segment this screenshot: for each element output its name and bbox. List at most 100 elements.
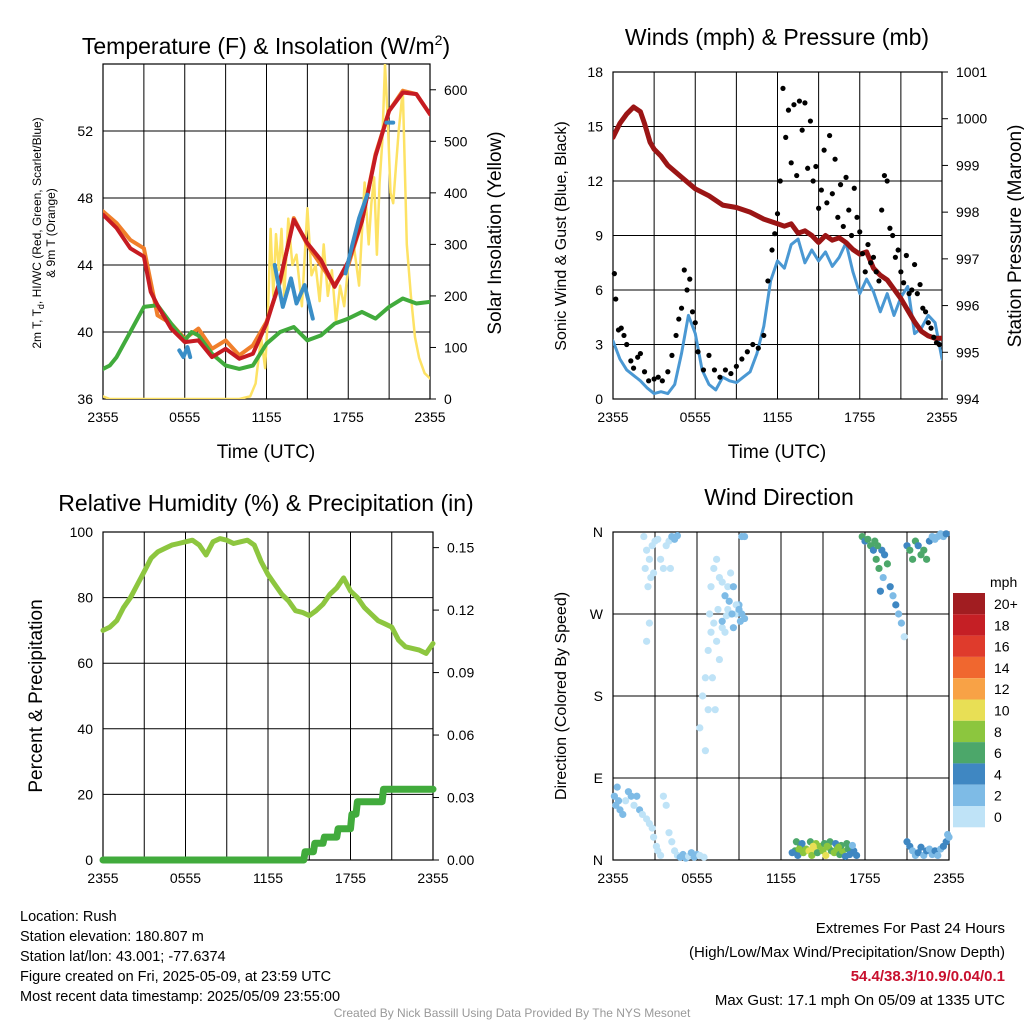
gust-point <box>613 296 619 302</box>
direction-point <box>707 583 715 591</box>
x-tick-label: 0555 <box>681 870 712 886</box>
gust-point <box>659 378 665 384</box>
gust-point <box>635 354 641 360</box>
y-right-tick-label: 1001 <box>956 64 987 80</box>
direction-point <box>872 555 880 563</box>
direction-point <box>645 619 654 627</box>
direction-point <box>809 842 817 850</box>
colorbar-swatch <box>953 763 985 785</box>
direction-point <box>666 564 675 573</box>
direction-point <box>718 617 726 625</box>
direction-point <box>710 564 718 573</box>
y-tick-label: N <box>593 852 603 868</box>
series-line-2m-t <box>103 90 430 361</box>
series-line-wc <box>343 192 370 276</box>
y-tick-label: S <box>594 688 603 704</box>
y-tick-label: 80 <box>77 590 93 606</box>
y-right-tick-label: 998 <box>956 204 980 220</box>
y-right-tick-label: 1000 <box>956 111 987 127</box>
gust-points <box>611 85 942 384</box>
x-tick-label: 2355 <box>597 870 628 886</box>
extremes-subtitle: (High/Low/Max Wind/Precipitation/Snow De… <box>689 944 1005 961</box>
direction-point <box>700 853 708 861</box>
direction-point <box>853 851 861 860</box>
gust-point <box>692 320 698 326</box>
gust-point <box>914 291 920 297</box>
direction-point <box>715 655 724 664</box>
direction-point <box>613 783 621 791</box>
colorbar-label: 10 <box>994 703 1010 719</box>
latest-timestamp: Most recent data timestamp: 2025/05/09 2… <box>20 989 341 1005</box>
x-tick-label: 2355 <box>87 870 118 886</box>
gust-point <box>728 370 734 377</box>
x-tick-label: 2355 <box>933 870 964 886</box>
direction-point <box>673 532 682 540</box>
gust-point <box>788 160 794 166</box>
gust-point <box>669 352 675 358</box>
gust-point <box>769 247 775 253</box>
chart-title: Wind Direction <box>704 484 854 510</box>
gust-point <box>835 214 841 220</box>
y-tick-label: 36 <box>77 391 93 407</box>
y-right-tick-label: 0.09 <box>447 665 474 681</box>
gust-point <box>678 305 685 311</box>
direction-point <box>889 592 897 600</box>
gust-point <box>673 332 679 339</box>
direction-point <box>713 637 721 645</box>
direction-point <box>729 583 738 591</box>
gust-point <box>922 309 929 315</box>
colorbar-swatch <box>953 742 985 764</box>
gust-point <box>785 107 792 113</box>
gust-point <box>818 187 824 193</box>
x-tick-label: 0555 <box>170 870 201 886</box>
direction-point <box>644 583 652 591</box>
gust-point <box>903 252 909 259</box>
colorbar-swatch <box>953 614 985 636</box>
direction-point <box>897 619 906 627</box>
x-tick-label: 2355 <box>597 409 628 425</box>
direction-point <box>727 569 735 577</box>
direction-point <box>871 537 879 545</box>
gust-point <box>733 363 739 369</box>
gust-point <box>799 127 805 133</box>
gust-point <box>851 185 857 191</box>
chart-panel-2: 2355 0555 1155 1755 2355 0 3 6 9 12 15 18 994 995 996 9… <box>553 24 1024 463</box>
y-tick-label: 6 <box>595 282 603 298</box>
gust-point <box>928 325 934 331</box>
gust-point <box>765 278 771 284</box>
y-right-tick-label: 100 <box>444 339 468 355</box>
x-tick-label: 2355 <box>417 870 448 886</box>
gust-point <box>876 278 882 284</box>
gust-point <box>684 287 690 293</box>
y-right-tick-label: 996 <box>956 298 980 314</box>
direction-point <box>925 845 934 853</box>
y-tick-label: 40 <box>77 721 93 737</box>
gust-point <box>925 320 931 326</box>
direction-point <box>704 646 712 655</box>
y-tick-label: 48 <box>77 190 93 206</box>
direction-point <box>708 674 717 682</box>
y-tick-label: W <box>590 606 604 622</box>
gust-point <box>881 172 888 179</box>
direction-point <box>654 535 662 543</box>
x-tick-label: 1155 <box>762 409 792 425</box>
gust-point <box>780 85 786 91</box>
gust-point <box>840 223 846 230</box>
direction-point <box>699 692 707 700</box>
chart-panel-4: 2355 0555 1155 1755 2355 N E S W N Wind Direction D… <box>553 484 965 886</box>
y-right-tick-label: 300 <box>444 236 468 252</box>
gust-point <box>689 309 696 315</box>
extremes-panel: Extremes For Past 24 Hours (High/Low/Max… <box>689 917 1005 1013</box>
direction-point <box>741 532 749 541</box>
gust-point <box>651 376 657 382</box>
gust-point <box>774 211 781 217</box>
direction-point <box>914 849 922 857</box>
gust-point <box>890 232 896 239</box>
direction-point <box>696 724 704 732</box>
direction-point <box>724 583 732 591</box>
direction-point <box>794 851 802 860</box>
series-line-wc <box>177 345 193 360</box>
x-tick-label: 1755 <box>335 870 366 886</box>
direction-point <box>662 801 670 809</box>
y-tick-label: 18 <box>587 64 603 80</box>
